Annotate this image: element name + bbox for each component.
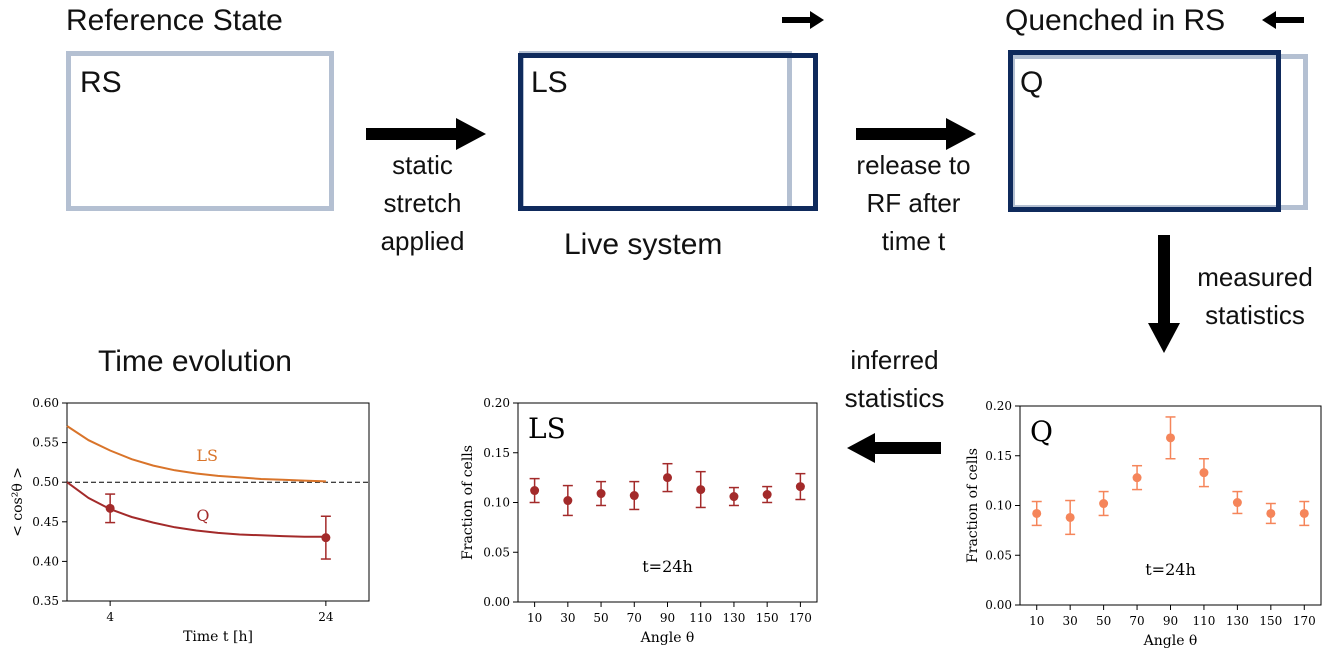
x-tick-label: 50 — [593, 611, 608, 625]
x-tick-label: 110 — [689, 611, 712, 625]
ls-fraction-chart: 0.00 0.05 0.10 0.15 0.20 10 30 50 70 90 110 130 150 1… — [460, 396, 818, 646]
data-point — [795, 482, 805, 492]
y-tick-label: 0.15 — [483, 446, 510, 460]
x-axis-label: Angle θ — [1143, 633, 1198, 649]
data-point — [696, 485, 706, 495]
data-point — [530, 486, 540, 496]
data-point — [663, 473, 672, 483]
data-point — [1132, 473, 1142, 483]
y-tick-label: 0.55 — [32, 436, 59, 450]
y-tick-label: 0.45 — [32, 515, 59, 529]
y-tick-label: 0.10 — [985, 499, 1012, 513]
x-tick-label: 150 — [756, 611, 779, 625]
release-arrow-icon — [856, 118, 976, 150]
x-tick-label: 70 — [1129, 614, 1144, 628]
series-line-ls — [66, 425, 326, 483]
data-point — [762, 490, 772, 500]
rs-label: RS — [80, 66, 122, 99]
panel-label: LS — [528, 412, 566, 445]
x-tick-label: 70 — [627, 611, 642, 625]
data-point — [563, 496, 573, 506]
release-label: release to RF after time t — [856, 150, 971, 256]
data-point — [1166, 433, 1175, 443]
data-point — [1299, 508, 1309, 518]
y-tick-label: 0.60 — [32, 396, 59, 410]
y-tick-label: 0.05 — [483, 545, 510, 559]
reference-state-title: Reference State — [66, 4, 283, 37]
x-tick-label: 130 — [722, 611, 745, 625]
x-tick-label: 30 — [1063, 614, 1078, 628]
measured-arrow-icon — [1148, 235, 1180, 353]
y-tick-label: 0.40 — [32, 554, 59, 568]
stretch-label: static stretch applied — [380, 150, 465, 256]
data-point — [105, 503, 115, 513]
x-tick-label: 30 — [560, 611, 575, 625]
plot-frame — [66, 402, 370, 602]
q-box-label: Q — [1020, 66, 1044, 99]
data-point — [1099, 499, 1109, 509]
y-tick-label: 0.00 — [483, 595, 510, 609]
time-evolution-title: Time evolution — [98, 345, 292, 378]
y-axis-label: Fraction of cells — [460, 445, 476, 560]
y-tick-label: 0.50 — [32, 475, 59, 489]
y-tick-label: 0.00 — [985, 598, 1012, 612]
x-tick-label: 170 — [1293, 614, 1316, 628]
x-tick-label: 90 — [1163, 614, 1178, 628]
y-axis-label: Fraction of cells — [965, 448, 981, 563]
inferred-label: inferred statistics — [844, 345, 945, 413]
x-tick-label: 24 — [318, 610, 334, 624]
data-point — [1232, 498, 1242, 508]
panel-annotation: t=24h — [1145, 560, 1196, 579]
data-point — [629, 491, 639, 501]
quenched-box — [1008, 50, 1281, 212]
q-fraction-chart: 0.00 0.05 0.10 0.15 0.20 10 30 50 70 90 110 130 150 1… — [965, 399, 1322, 649]
x-tick-label: 50 — [1096, 614, 1111, 628]
quenched-title: Quenched in RS — [1005, 4, 1226, 37]
x-tick-label: 10 — [1029, 614, 1044, 628]
data-point — [321, 533, 331, 543]
panel-annotation: t=24h — [642, 557, 693, 576]
x-tick-label: 90 — [660, 611, 675, 625]
reference-state-box — [66, 51, 334, 211]
data-point — [1065, 512, 1075, 522]
ls-box-label: LS — [531, 66, 568, 99]
x-tick-label: 10 — [527, 611, 542, 625]
x-tick-label: 4 — [106, 610, 114, 624]
live-system-caption: Live system — [564, 228, 723, 261]
y-tick-label: 0.10 — [483, 496, 510, 510]
x-axis-label: Angle θ — [640, 630, 695, 646]
data-point — [1032, 508, 1042, 518]
stretch-arrow-icon — [366, 118, 486, 150]
data-point — [596, 489, 606, 499]
data-point — [1199, 468, 1209, 478]
series-label-q: Q — [196, 506, 209, 525]
measured-label: measured statistics — [1197, 262, 1313, 330]
time-evolution-chart: 0.35 0.40 0.45 0.50 0.55 0.60 4 24 Time t [h] < c… — [10, 396, 370, 645]
y-tick-label: 0.15 — [985, 449, 1012, 463]
x-axis-label: Time t [h] — [183, 629, 253, 645]
x-tick-label: 170 — [789, 611, 812, 625]
left-small-arrow-icon — [1262, 11, 1304, 29]
panel-label: Q — [1030, 415, 1053, 448]
data-point — [1266, 508, 1276, 518]
y-tick-label: 0.35 — [32, 594, 59, 608]
x-tick-label: 150 — [1259, 614, 1282, 628]
y-axis-label: < cos²θ > — [10, 467, 26, 537]
data-point — [729, 492, 739, 502]
series-label-ls: LS — [196, 446, 218, 465]
x-tick-label: 110 — [1192, 614, 1215, 628]
y-tick-label: 0.20 — [985, 399, 1012, 413]
live-system-box — [518, 53, 818, 211]
x-tick-label: 130 — [1226, 614, 1249, 628]
y-tick-label: 0.20 — [483, 396, 510, 410]
inferred-arrow-icon — [847, 433, 941, 463]
y-tick-label: 0.05 — [985, 548, 1012, 562]
right-small-arrow-icon — [782, 11, 824, 29]
